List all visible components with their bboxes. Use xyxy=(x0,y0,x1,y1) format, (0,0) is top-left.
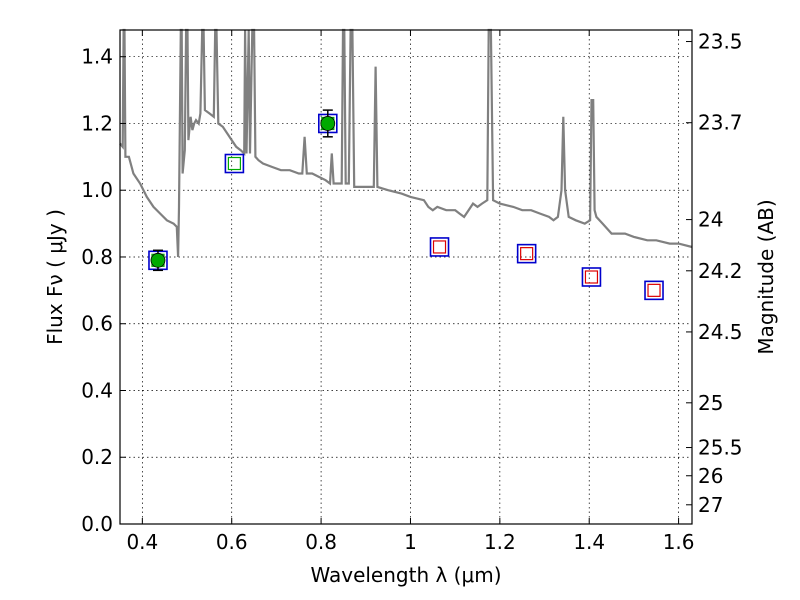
observed-points xyxy=(150,109,336,272)
model-box-inner xyxy=(584,270,599,284)
magnitude-tick-label: 23.5 xyxy=(698,30,743,54)
y-tick-label: 0.4 xyxy=(81,378,113,402)
magnitude-tick-label: 26 xyxy=(698,464,723,488)
model-box-outer xyxy=(581,267,602,287)
model-box-inner xyxy=(432,240,447,254)
y-tick-label: 1.4 xyxy=(81,45,113,69)
x-tick-label: 1.4 xyxy=(573,530,605,554)
x-axis-label: Wavelength λ (μm) xyxy=(310,563,501,587)
magnitude-tick-label: 25.5 xyxy=(698,436,743,460)
y-tick-label: 0.0 xyxy=(81,512,113,536)
y-axis-label: Flux Fν ( μJy ) xyxy=(43,209,67,345)
model-box-outer xyxy=(429,237,450,257)
x-tick-label: 0.8 xyxy=(305,530,337,554)
x-tick-label: 0.6 xyxy=(216,530,248,554)
magnitude-tick-label: 25 xyxy=(698,391,723,415)
y-tick-labels: 0.0 0.2 0.4 0.6 0.8 1.0 1.2 1.4 xyxy=(81,45,113,536)
model-spectrum-series xyxy=(119,28,693,258)
y-tick-label: 0.8 xyxy=(81,245,113,269)
model-box-outer xyxy=(644,280,664,301)
magnitude-tick-labels: 23.5 23.7 24 24.2 24.5 25 25.5 26 27 xyxy=(698,30,743,517)
x-tick-label: 0.4 xyxy=(126,530,158,554)
model-box-inner xyxy=(227,156,241,171)
y-tick-label: 1.0 xyxy=(81,178,113,202)
magnitude-tick-label: 24 xyxy=(698,208,723,232)
observed-point xyxy=(150,252,166,268)
x-tick-label: 1.2 xyxy=(484,530,516,554)
x-tick-label: 1.6 xyxy=(663,530,695,554)
model-box-outer xyxy=(224,153,245,174)
magnitude-tick-label: 23.7 xyxy=(698,111,743,135)
magnitude-tick-label: 24.2 xyxy=(698,259,743,283)
y-tick-label: 1.2 xyxy=(81,111,113,135)
x-tick-label: 1 xyxy=(404,530,417,554)
model-box-outer xyxy=(516,243,537,264)
axis-ticks xyxy=(120,30,692,525)
plot-frame xyxy=(119,29,693,525)
model-box-inner xyxy=(520,247,534,261)
magnitude-axis-label: Magnitude (AB) xyxy=(754,199,778,354)
magnitude-tick-label: 24.5 xyxy=(698,320,743,344)
magnitude-tick-label: 27 xyxy=(698,493,723,517)
y-tick-label: 0.2 xyxy=(81,445,113,469)
y-tick-label: 0.6 xyxy=(81,312,113,336)
model-boxes xyxy=(148,113,664,301)
observed-point xyxy=(320,116,336,131)
model-spectrum-line xyxy=(119,28,693,258)
x-tick-labels: 0.4 0.6 0.8 1 1.2 1.4 1.6 xyxy=(126,530,694,554)
model-box-inner xyxy=(647,283,661,297)
